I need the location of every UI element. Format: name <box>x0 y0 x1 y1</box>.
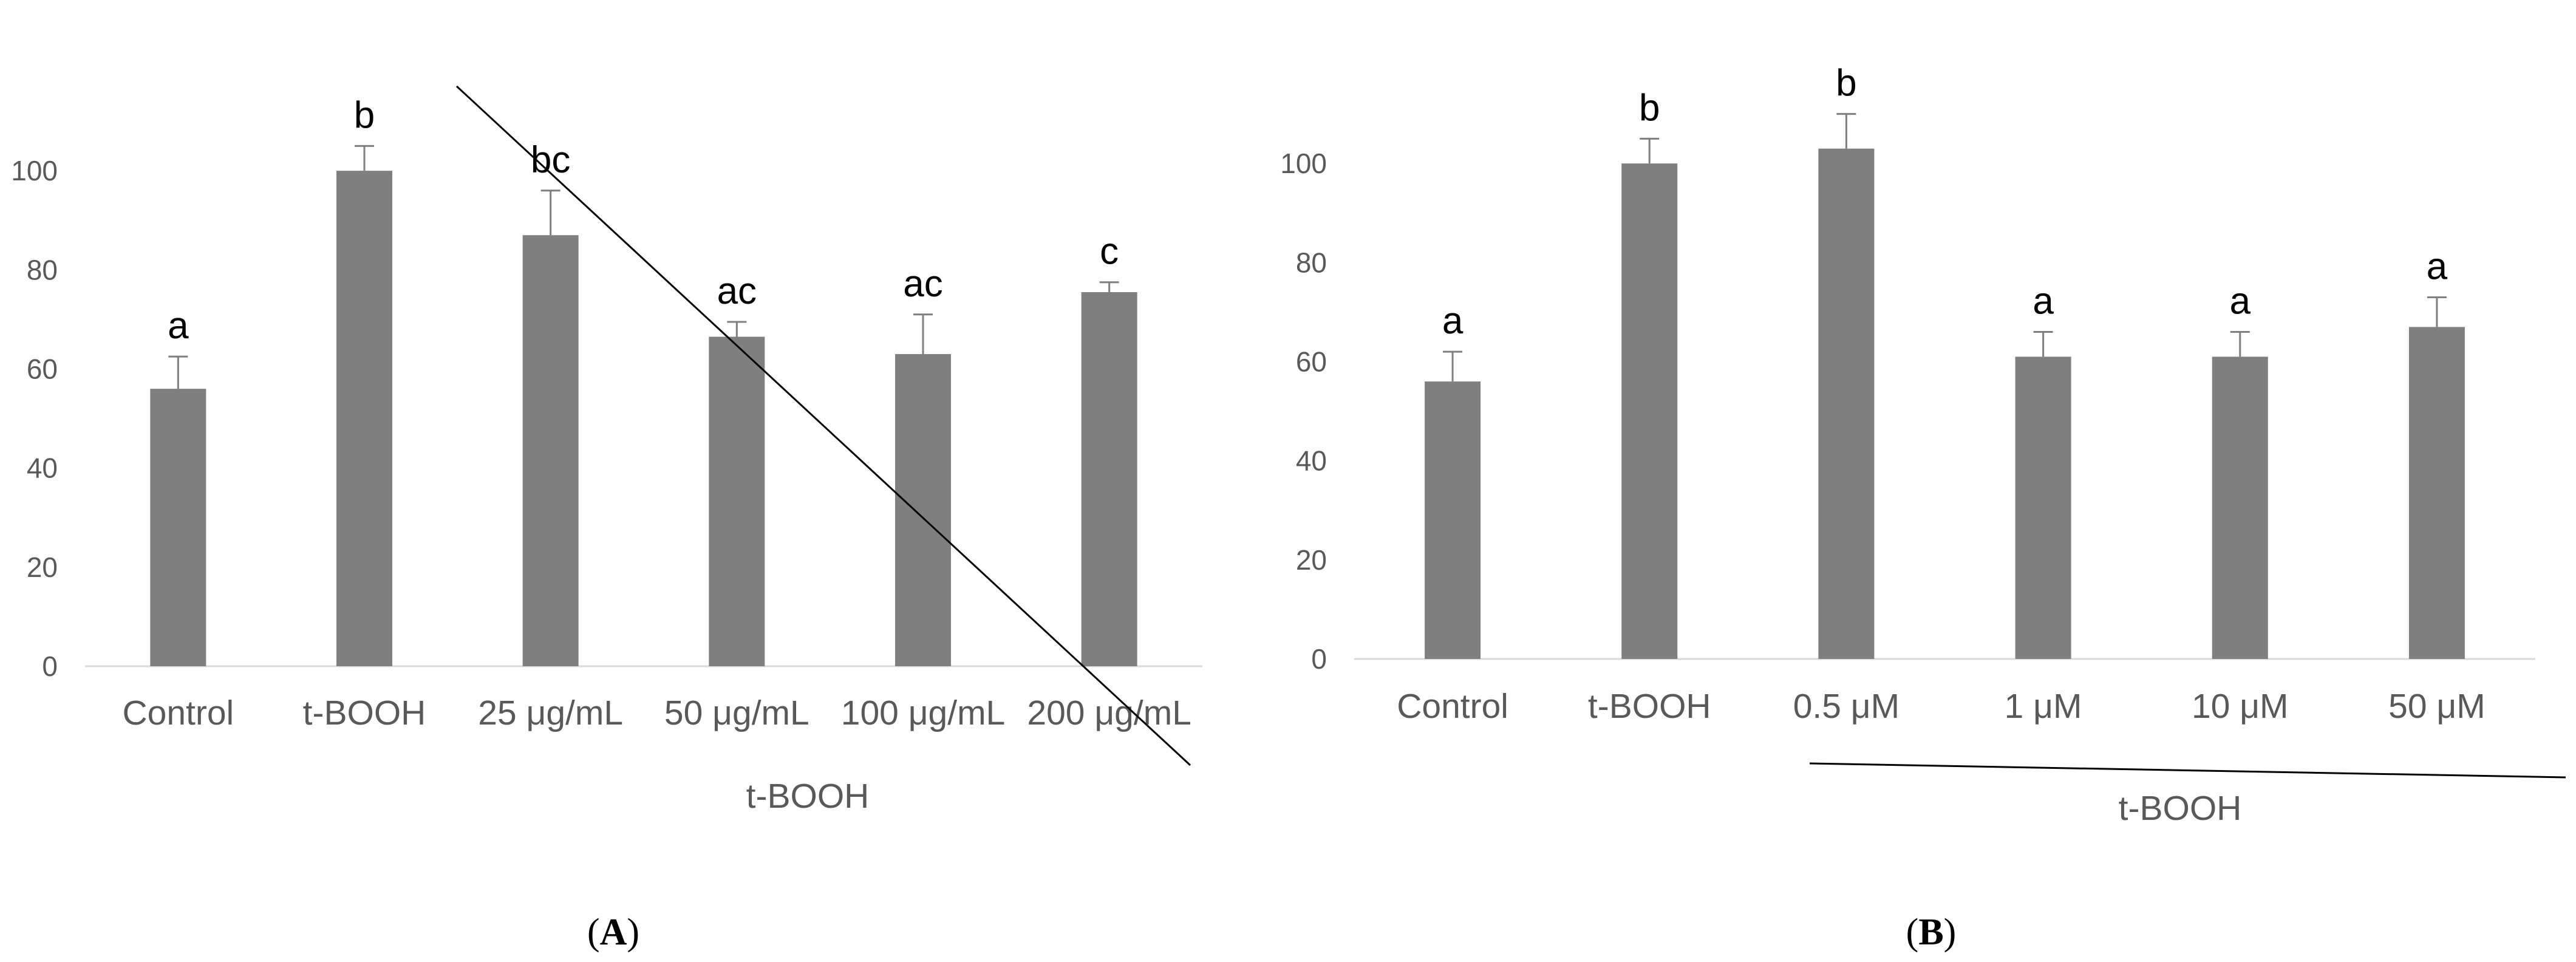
bar <box>1621 163 1678 660</box>
y-tick-label: 100 <box>1280 148 1327 179</box>
x-tick-label: Control <box>122 694 234 732</box>
x-tick-label: 10 μM <box>2192 687 2289 726</box>
significance-label: ac <box>903 263 942 305</box>
significance-label: a <box>2427 245 2448 287</box>
significance-label: ac <box>717 270 757 312</box>
group-label: t-BOOH <box>2119 789 2242 828</box>
bar <box>2015 356 2071 659</box>
x-tick-label: t-BOOH <box>1588 687 1711 726</box>
x-tick-label: t-BOOH <box>303 694 426 732</box>
significance-label: a <box>168 305 189 347</box>
y-tick-label: 0 <box>1311 643 1327 675</box>
bar <box>709 336 765 666</box>
significance-label: b <box>1836 63 1856 104</box>
significance-label: b <box>1639 87 1660 129</box>
group-line <box>1809 762 2566 779</box>
y-tick-label: 60 <box>1296 346 1327 378</box>
bar <box>336 171 392 667</box>
significance-label: a <box>2230 281 2251 322</box>
panel-label: (B) <box>1906 912 1957 953</box>
significance-label: b <box>354 94 375 136</box>
y-tick-label: 40 <box>1296 445 1327 477</box>
panel-label: (A) <box>587 912 639 953</box>
significance-label: a <box>1442 300 1463 342</box>
y-tick-label: 20 <box>27 551 58 583</box>
x-tick-label: Control <box>1397 687 1508 726</box>
y-tick-label: 100 <box>11 155 58 186</box>
y-tick-label: 80 <box>1296 247 1327 278</box>
chart-panel-b: 0 20 40 60 80 100 a Control b t-BOOH b 0.5 μM a 1 μM a… <box>1280 63 2566 953</box>
y-tick-label: 0 <box>42 650 58 682</box>
bar <box>150 389 206 666</box>
x-tick-label: 50 μM <box>2388 687 2486 726</box>
bar <box>2408 327 2465 659</box>
bar <box>522 235 579 667</box>
significance-label: a <box>2033 281 2054 322</box>
x-tick-label: 50 μg/mL <box>664 694 809 732</box>
bar <box>1818 148 1875 660</box>
significance-label: c <box>1100 231 1119 273</box>
bar <box>2212 356 2268 659</box>
x-tick-label: 200 μg/mL <box>1027 694 1191 732</box>
y-tick-label: 60 <box>27 353 58 385</box>
bar <box>1081 292 1137 666</box>
x-tick-label: 1 μM <box>2005 687 2082 726</box>
bar <box>895 354 951 666</box>
y-tick-label: 80 <box>27 254 58 285</box>
y-tick-label: 20 <box>1296 544 1327 576</box>
x-tick-label: 100 μg/mL <box>841 694 1006 732</box>
bar <box>1425 381 1481 659</box>
y-tick-label: 40 <box>27 452 58 484</box>
x-tick-label: 0.5 μM <box>1793 687 1900 726</box>
group-line <box>455 85 1191 766</box>
x-tick-label: 25 μg/mL <box>478 694 623 732</box>
group-label: t-BOOH <box>746 777 870 816</box>
